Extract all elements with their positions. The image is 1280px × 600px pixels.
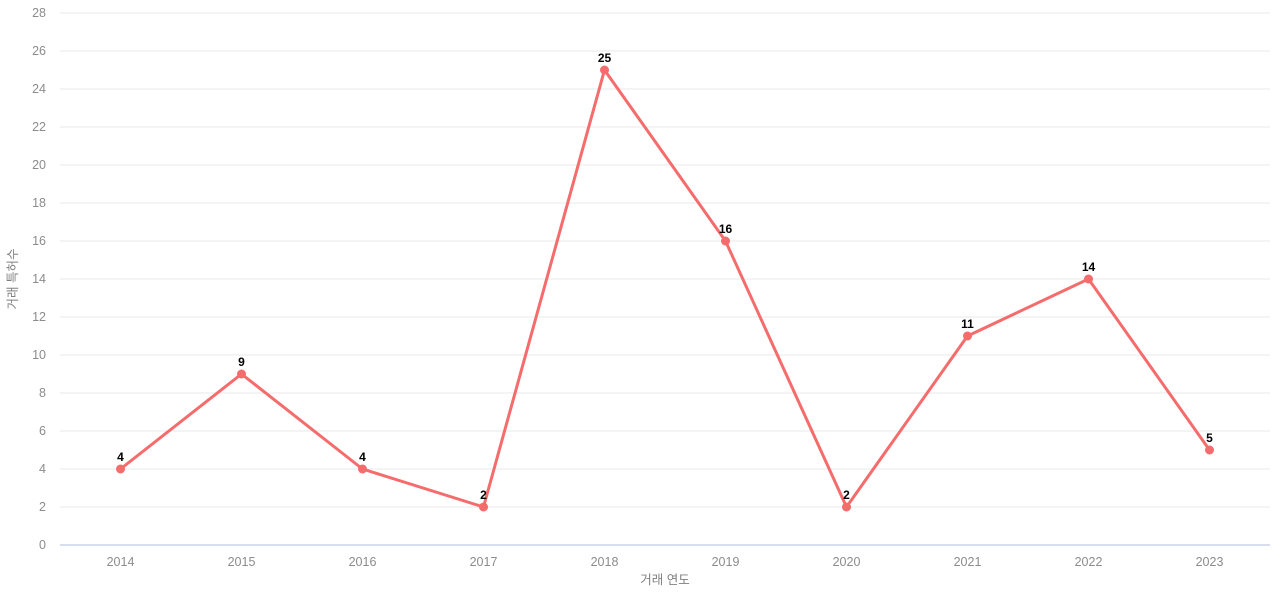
series-line [119,68,1211,509]
y-tick-label: 4 [39,462,46,476]
x-tick-label: 2023 [1196,555,1224,569]
data-point-label: 4 [359,450,366,464]
y-tick-label: 0 [39,538,46,552]
x-tick-label: 2017 [470,555,498,569]
y-axis-title: 거래 특허수 [6,249,20,310]
data-point [237,369,246,379]
data-point [1205,445,1214,455]
data-point-label: 14 [1082,260,1096,274]
data-point [479,502,488,512]
data-point [721,236,730,246]
data-point-label: 4 [117,450,124,464]
y-tick-label: 18 [32,196,46,210]
y-tick-label: 14 [32,272,46,286]
y-tick-label: 22 [32,120,46,134]
data-point [842,502,851,512]
data-point [600,65,609,75]
x-tick-label: 2019 [712,555,740,569]
data-point-label: 2 [480,488,487,502]
data-point [116,464,125,474]
data-point-label: 25 [598,51,612,65]
y-tick-label: 16 [32,234,46,248]
data-point-label: 16 [719,222,733,236]
x-tick-label: 2018 [591,555,619,569]
data-point-label: 11 [961,317,974,331]
x-tick-label: 2022 [1075,555,1103,569]
y-tick-label: 28 [32,6,46,20]
y-tick-label: 6 [39,424,46,438]
data-point [963,331,972,341]
y-tick-label: 20 [32,158,46,172]
x-axis-title: 거래 연도 [640,573,689,587]
x-tick-label: 2020 [833,555,861,569]
x-tick-label: 2014 [107,555,135,569]
y-tick-label: 12 [32,310,46,324]
x-tick-label: 2021 [954,555,982,569]
data-point-label: 5 [1206,431,1213,445]
data-point-label: 9 [238,355,245,369]
y-tick-label: 8 [39,386,46,400]
x-tick-label: 2016 [349,555,377,569]
y-tick-label: 2 [39,500,46,514]
x-tick-label: 2015 [228,555,256,569]
data-point-label: 2 [843,488,850,502]
data-point [1084,274,1093,284]
y-tick-label: 24 [32,82,46,96]
y-tick-label: 10 [32,348,46,362]
data-point [358,464,367,474]
y-tick-label: 26 [32,44,46,58]
